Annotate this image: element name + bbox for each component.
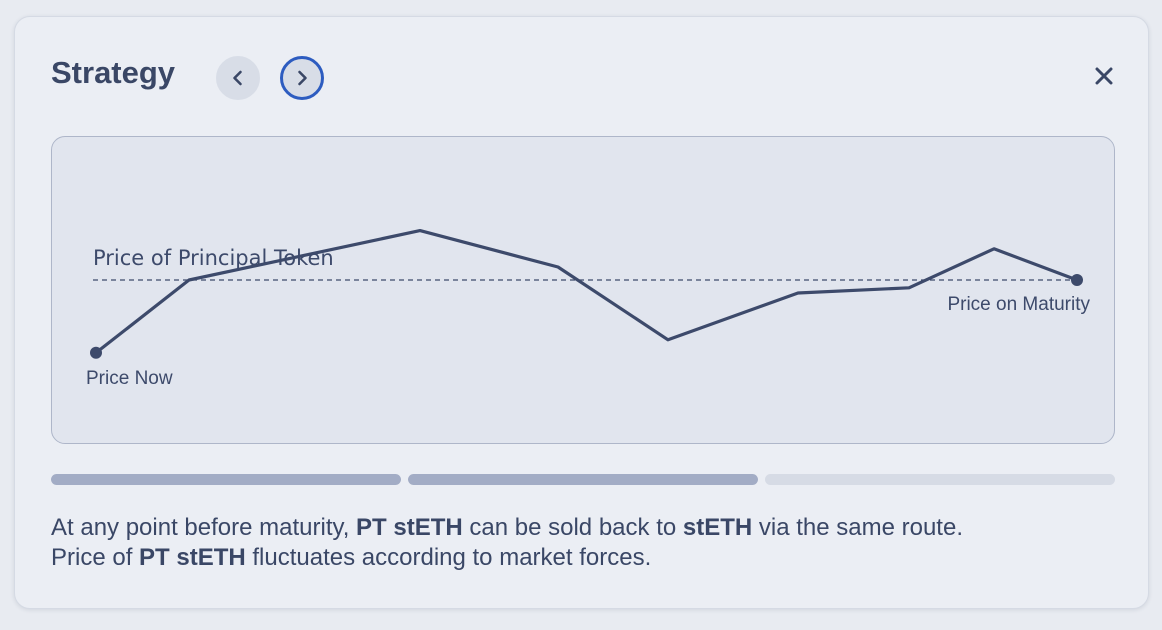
progress-step-2 xyxy=(408,474,758,485)
strategy-modal: Strategy Price of Principal Token Price … xyxy=(14,16,1149,609)
previous-step-button[interactable] xyxy=(216,56,260,100)
chevron-right-icon xyxy=(298,70,307,86)
price-on-maturity-label: Price on Maturity xyxy=(947,294,1090,315)
description-text: fluctuates according to market forces. xyxy=(245,544,652,571)
chevron-left-icon xyxy=(233,70,242,86)
description-text: At any point before maturity, xyxy=(51,514,357,541)
progress-step-3 xyxy=(765,474,1115,485)
next-step-button[interactable] xyxy=(280,56,324,100)
progress-step-fill xyxy=(408,474,758,485)
highlighted-token: PT stETH xyxy=(139,544,246,571)
price-now-point xyxy=(90,346,102,359)
description-line-2: Price of PT stETH fluctuates according t… xyxy=(51,543,1121,573)
price-path-line xyxy=(94,228,1079,355)
description-text: via the same route. xyxy=(752,514,963,541)
highlighted-token: stETH xyxy=(682,514,753,541)
progress-step-fill xyxy=(51,474,401,485)
step-progress xyxy=(51,474,1115,485)
price-on-maturity-point xyxy=(1071,274,1083,286)
progress-step-1 xyxy=(51,474,401,485)
price-chart-svg: Price of Principal Token Price Now Price… xyxy=(86,228,1090,389)
description-line-1: At any point before maturity, PT stETH c… xyxy=(51,513,1121,543)
modal-title: Strategy xyxy=(51,55,176,90)
close-button[interactable] xyxy=(1093,65,1115,87)
close-icon xyxy=(1095,67,1113,85)
description-text: can be sold back to xyxy=(462,514,683,541)
strategy-chart: Price of Principal Token Price Now Price… xyxy=(51,136,1115,444)
highlighted-token: PT stETH xyxy=(356,514,463,541)
description-text: Price of xyxy=(51,544,140,571)
strategy-description: At any point before maturity, PT stETH c… xyxy=(51,513,1121,573)
price-now-label: Price Now xyxy=(86,368,173,389)
